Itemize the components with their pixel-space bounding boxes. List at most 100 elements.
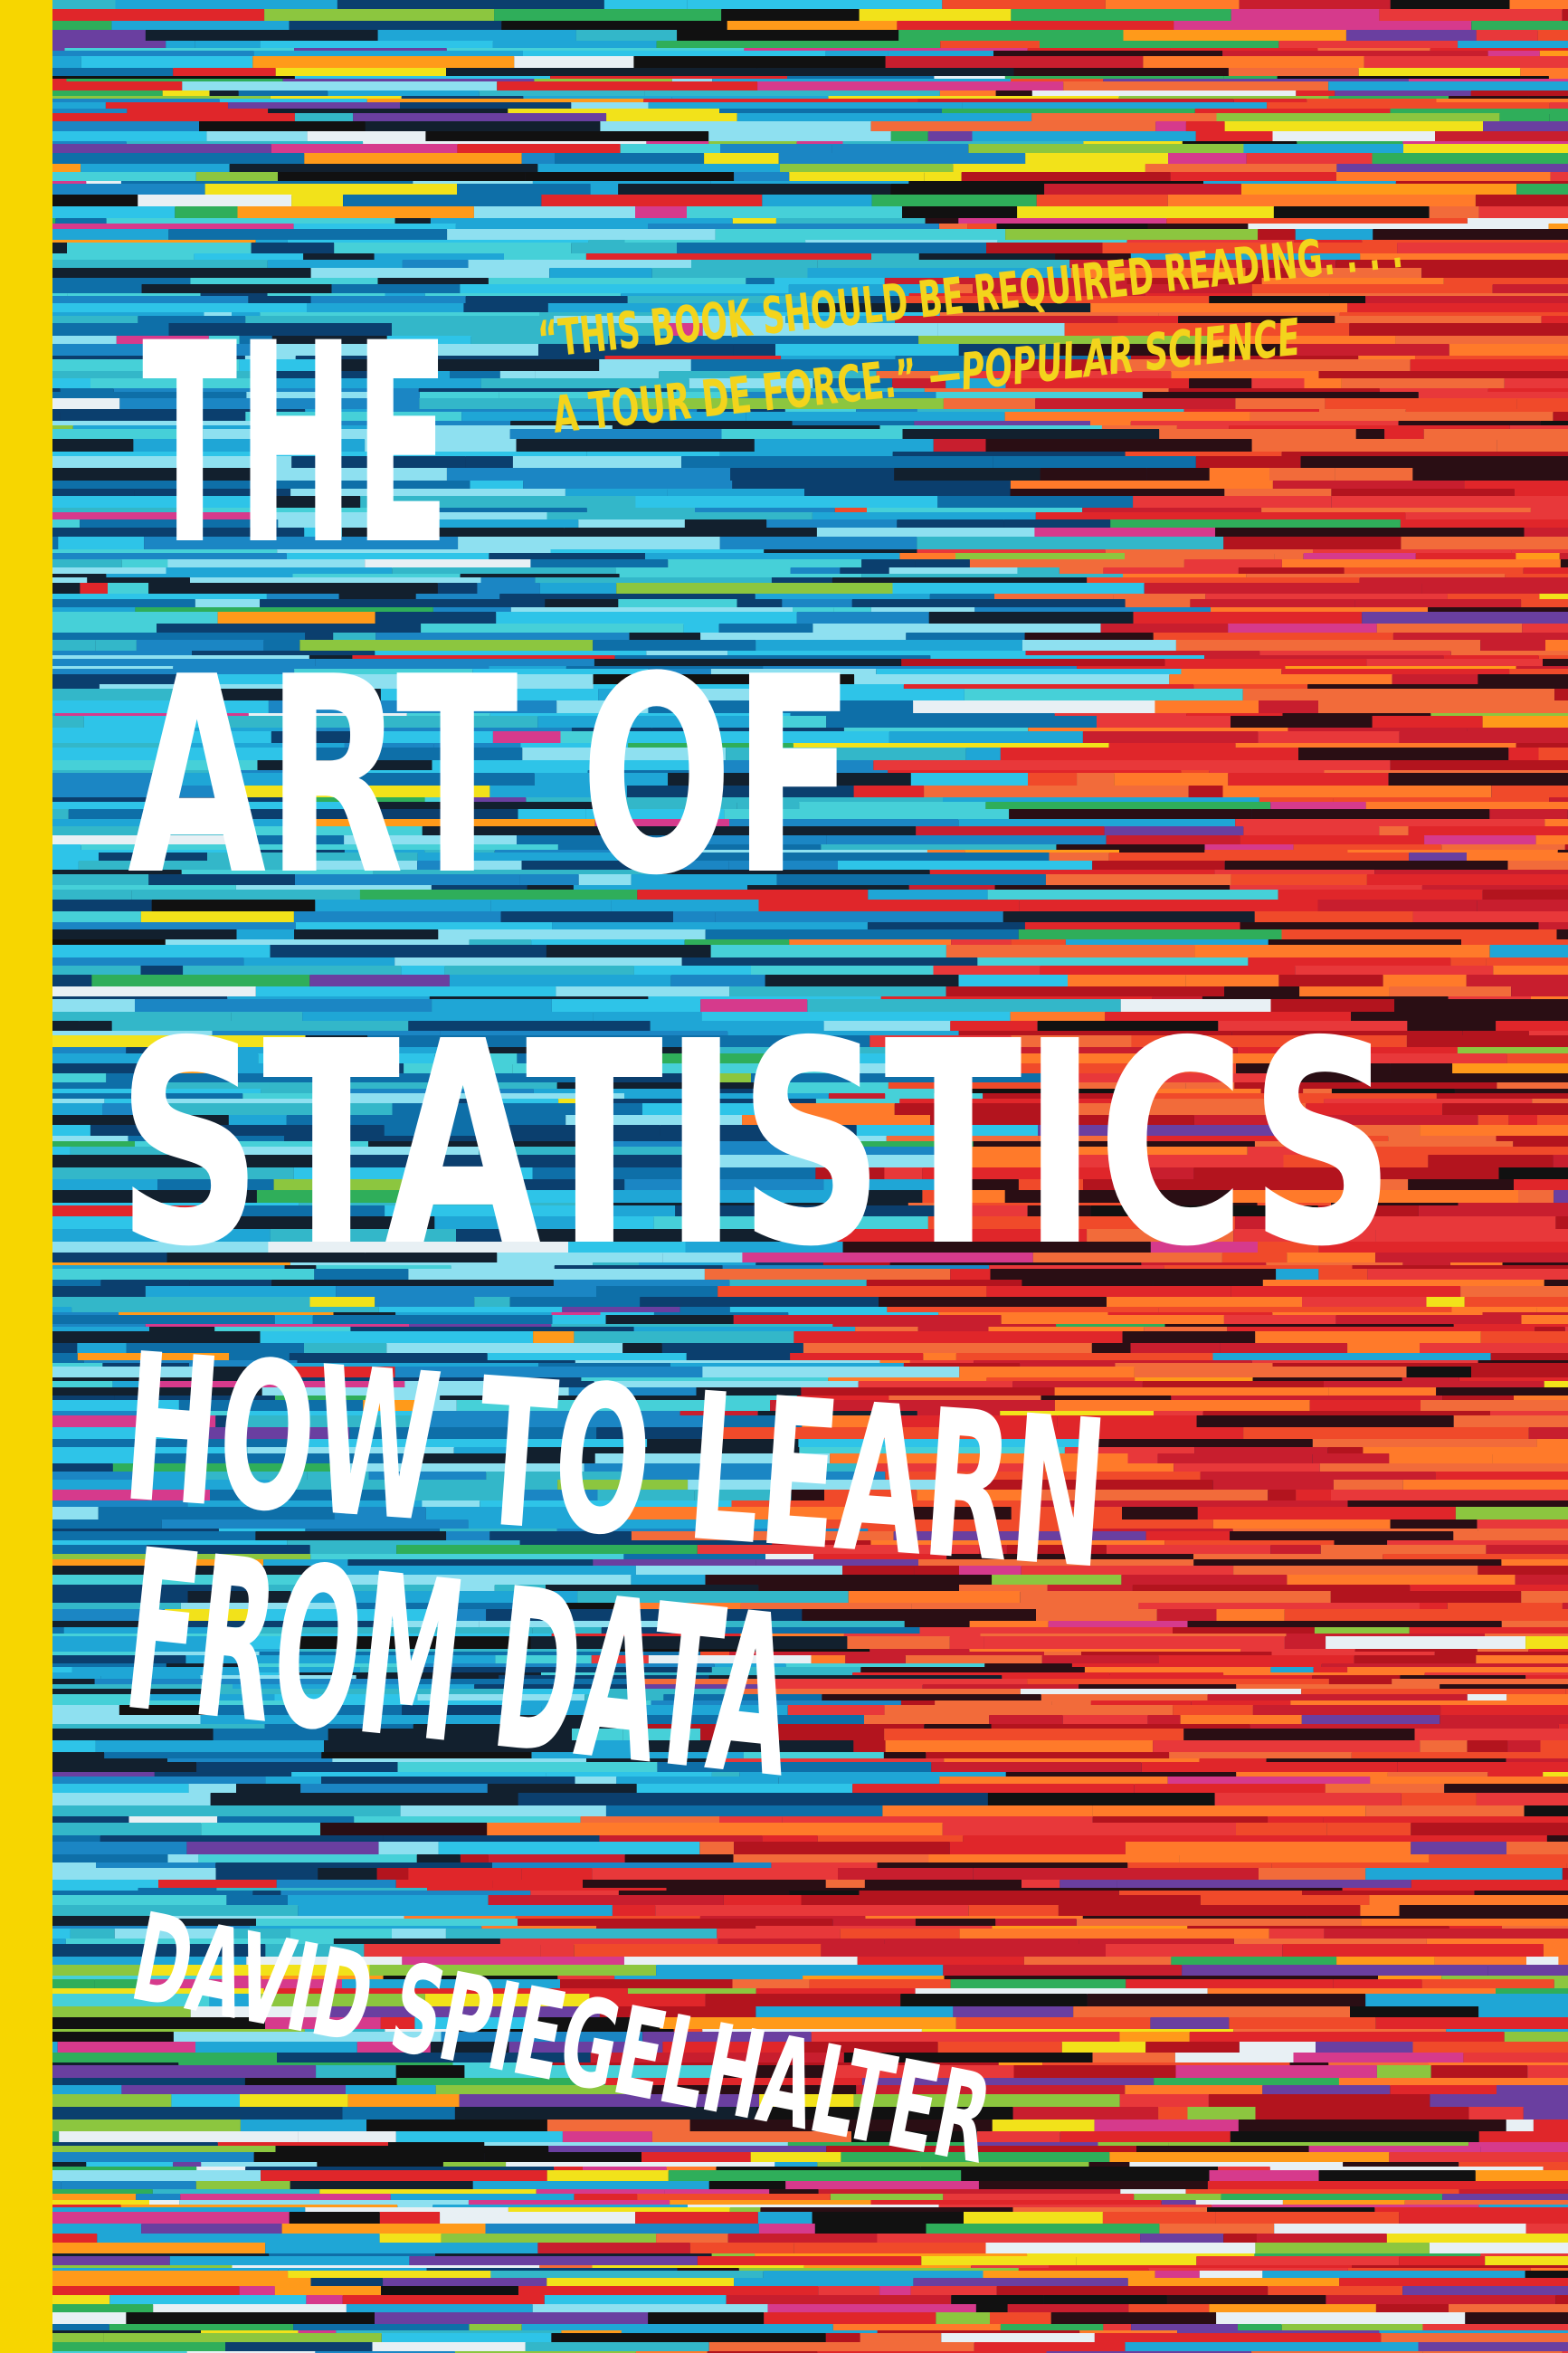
stripe xyxy=(1480,1331,1568,1344)
stripe xyxy=(650,2085,857,2095)
stripe xyxy=(240,2120,367,2132)
stripe xyxy=(856,1125,1039,1137)
stripe xyxy=(377,30,576,42)
stripe xyxy=(646,141,709,145)
stripe xyxy=(0,1093,243,1100)
stripe xyxy=(1260,1089,1304,1094)
stripe xyxy=(1459,2189,1568,2195)
stripe xyxy=(1218,2167,1270,2171)
stripe xyxy=(863,1190,923,1204)
stripe xyxy=(1343,2162,1459,2167)
stripe xyxy=(1347,1343,1420,1354)
stripe xyxy=(314,1269,409,1281)
stripe xyxy=(715,229,1006,241)
stripe xyxy=(210,1793,518,1806)
stripe xyxy=(1305,1136,1389,1142)
stripe xyxy=(1164,1265,1353,1270)
stripe xyxy=(247,1447,454,1454)
stripe xyxy=(1186,713,1283,717)
stripe xyxy=(278,172,526,182)
stripe xyxy=(0,2120,241,2132)
stripe xyxy=(1553,412,1568,422)
stripe xyxy=(1223,537,1402,550)
stripe xyxy=(1312,1453,1390,1464)
stripe xyxy=(897,21,1174,31)
stripe xyxy=(369,1965,656,1977)
stripe xyxy=(802,1609,1036,1622)
stripe xyxy=(583,1141,832,1148)
stripe xyxy=(232,2265,540,2269)
stripe xyxy=(944,1976,1072,1980)
stripe xyxy=(440,1031,728,1036)
stripe xyxy=(1557,850,1568,853)
stripe xyxy=(1317,900,1478,912)
stripe xyxy=(1079,1684,1237,1690)
stripe xyxy=(697,2256,922,2266)
stripe xyxy=(1386,2234,1568,2243)
stripe xyxy=(1412,911,1568,923)
stripe xyxy=(1247,1147,1367,1156)
stripe xyxy=(1185,975,1279,987)
stripe xyxy=(734,1842,950,1855)
stripe xyxy=(1207,2207,1375,2213)
stripe xyxy=(375,1297,475,1308)
stripe xyxy=(143,1082,270,1090)
stripe xyxy=(1224,489,1332,497)
stripe xyxy=(1268,1816,1324,1824)
stripe xyxy=(924,1724,992,1729)
stripe xyxy=(372,2342,526,2352)
stripe xyxy=(885,56,1144,69)
stripe xyxy=(668,323,703,337)
stripe xyxy=(274,2286,382,2296)
stripe xyxy=(946,945,1195,958)
stripe xyxy=(1042,2062,1290,2066)
stripe xyxy=(113,388,419,393)
stripe xyxy=(946,1554,1193,1560)
stripe xyxy=(0,496,266,509)
stripe xyxy=(1185,2189,1459,2195)
stripe xyxy=(1257,1203,1331,1206)
stripe xyxy=(1072,1529,1233,1532)
stripe xyxy=(974,607,1211,613)
stripe xyxy=(1110,519,1401,529)
stripe xyxy=(1467,1694,1507,1701)
stripe xyxy=(1522,624,1568,634)
stripe xyxy=(1325,1784,1445,1794)
stripe xyxy=(293,861,417,871)
stripe xyxy=(1222,51,1488,57)
stripe xyxy=(0,612,218,624)
stripe xyxy=(1230,1531,1454,1541)
stripe xyxy=(0,2330,201,2334)
stripe xyxy=(961,1155,1042,1168)
stripe xyxy=(1242,689,1555,701)
stripe xyxy=(0,1463,113,1472)
stripe xyxy=(424,1400,457,1412)
stripe xyxy=(119,1312,334,1316)
stripe xyxy=(552,922,868,930)
stripe xyxy=(152,2189,320,2195)
stripe xyxy=(158,1880,277,1889)
stripe xyxy=(1045,874,1231,886)
stripe xyxy=(771,1862,878,1869)
stripe xyxy=(1115,1363,1273,1367)
stripe xyxy=(394,957,682,967)
stripe xyxy=(79,1021,112,1032)
stripe xyxy=(67,243,252,254)
stripe xyxy=(1049,853,1109,862)
stripe xyxy=(605,1315,734,1325)
stripe xyxy=(1457,1047,1568,1054)
stripe xyxy=(635,2212,758,2224)
stripe xyxy=(1000,748,1298,761)
stripe xyxy=(42,674,189,685)
stripe xyxy=(515,1916,700,1920)
stripe xyxy=(1306,1103,1443,1116)
stripe xyxy=(1106,835,1240,845)
stripe xyxy=(360,496,636,509)
stripe xyxy=(298,2330,337,2334)
stripe xyxy=(1541,316,1568,324)
stripe xyxy=(1285,1636,1326,1650)
stripe xyxy=(460,284,724,294)
stripe xyxy=(629,633,700,641)
stripe xyxy=(149,2200,180,2205)
stripe xyxy=(927,1216,1235,1230)
